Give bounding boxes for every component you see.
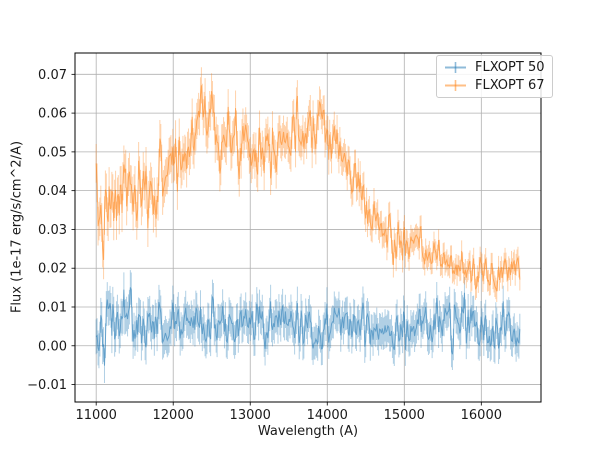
x-tick-label: 12000	[153, 408, 194, 423]
x-tick-label: 11000	[76, 408, 117, 423]
series-line-flxopt-50	[95, 287, 521, 366]
y-tick-label: 0.07	[38, 68, 67, 83]
x-tick-label: 14000	[307, 408, 348, 423]
y-tick-label: 0.02	[38, 262, 67, 277]
errorbar-marker-icon	[445, 80, 466, 91]
y-tick-label: 0.01	[38, 300, 67, 315]
legend-label: FLXOPT 67	[475, 78, 545, 93]
x-tick-label: 16000	[461, 408, 502, 423]
x-tick-label: 13000	[230, 408, 271, 423]
legend: FLXOPT 50 FLXOPT 67	[436, 55, 554, 98]
series-line-flxopt-67	[95, 85, 521, 292]
y-tick-label: 0.04	[38, 184, 67, 199]
legend-label: FLXOPT 50	[475, 60, 545, 75]
y-tick-label: −0.01	[27, 378, 67, 393]
legend-item-flxopt-50: FLXOPT 50	[443, 59, 544, 76]
y-tick-label: 0.00	[38, 339, 67, 354]
errorbar-marker-icon	[445, 62, 466, 73]
y-tick-label: 0.05	[38, 145, 67, 160]
y-axis-label: Flux (1e-17 erg/s/cm^2/A)	[9, 140, 25, 314]
x-tick-label: 15000	[384, 408, 425, 423]
legend-item-flxopt-67: FLXOPT 67	[443, 77, 544, 94]
x-axis-label: Wavelength (A)	[257, 424, 359, 439]
axis-frame	[74, 52, 542, 403]
y-tick-label: 0.06	[38, 107, 67, 122]
y-tick-label: 0.03	[38, 223, 67, 238]
